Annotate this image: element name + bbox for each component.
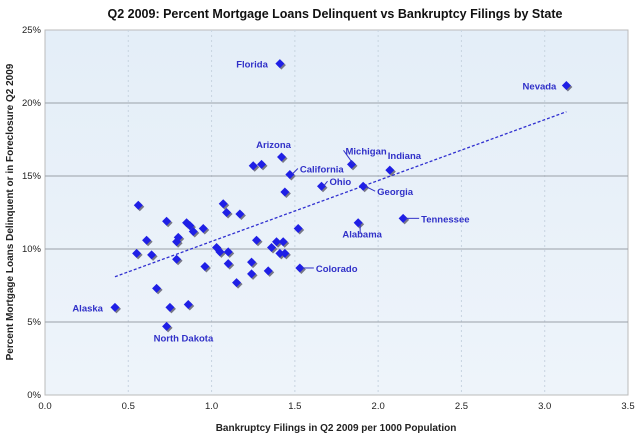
x-tick-label: 1.0 — [205, 401, 218, 412]
point-label: Alabama — [342, 230, 382, 241]
data-point — [198, 224, 208, 234]
data-point-ohio — [317, 181, 327, 191]
label-leader-line — [364, 185, 376, 192]
y-tick-label: 25% — [22, 25, 42, 36]
point-label: Tennessee — [421, 214, 469, 225]
data-point — [185, 221, 195, 231]
data-point — [232, 278, 242, 288]
data-point — [147, 250, 157, 260]
data-point-colorado — [295, 263, 305, 273]
data-point — [165, 302, 175, 312]
data-point — [183, 299, 193, 309]
label-leader-line — [291, 168, 299, 175]
point-label: Indiana — [388, 151, 422, 162]
data-point — [278, 237, 288, 247]
data-point-tennessee — [398, 213, 408, 223]
data-point — [247, 269, 257, 279]
data-point — [152, 283, 162, 293]
data-point — [172, 254, 182, 264]
data-point — [257, 159, 267, 169]
data-point — [293, 224, 303, 234]
point-label: California — [300, 165, 345, 176]
data-point-arizona — [277, 152, 287, 162]
data-point-nevada — [561, 80, 571, 90]
data-point — [252, 235, 262, 245]
data-point — [275, 248, 285, 258]
point-label: Georgia — [377, 187, 414, 198]
y-tick-label: 15% — [22, 171, 42, 182]
data-point-alaska — [110, 302, 120, 312]
y-tick-label: 20% — [22, 98, 42, 109]
data-point — [248, 161, 258, 171]
y-axis-label: Percent Mortgage Loans Delinquent or in … — [5, 63, 16, 360]
point-label: Arizona — [256, 140, 292, 151]
x-tick-label: 3.5 — [621, 401, 634, 412]
data-point — [247, 257, 257, 267]
x-tick-label: 0.5 — [122, 401, 135, 412]
data-point-north-dakota — [162, 321, 172, 331]
point-label: Alaska — [72, 303, 103, 314]
data-point — [222, 208, 232, 217]
data-point — [280, 187, 290, 197]
x-tick-label: 2.5 — [455, 401, 468, 412]
x-tick-label: 2.0 — [372, 401, 385, 412]
data-point — [263, 266, 273, 276]
data-point — [267, 243, 277, 253]
data-point — [133, 200, 143, 210]
data-point — [223, 247, 233, 257]
data-point — [272, 237, 282, 247]
point-label: North Dakota — [154, 333, 214, 344]
x-axis-label: Bankruptcy Filings in Q2 2009 per 1000 P… — [216, 423, 457, 434]
data-point — [172, 237, 182, 247]
x-tick-label: 1.5 — [288, 401, 301, 412]
point-label: Colorado — [316, 264, 358, 275]
data-point-michigan — [346, 159, 356, 169]
point-label: Michigan — [345, 146, 386, 157]
plot-area — [44, 29, 629, 396]
data-point-indiana — [385, 165, 395, 175]
data-point-florida — [275, 59, 285, 69]
label-leader-line — [343, 150, 354, 165]
y-tick-label: 5% — [27, 317, 41, 328]
data-point-georgia — [358, 181, 368, 191]
x-tick-label: 3.0 — [538, 401, 551, 412]
data-point — [223, 259, 233, 269]
data-point — [200, 262, 210, 272]
data-point — [162, 216, 172, 226]
y-tick-label: 10% — [22, 244, 42, 255]
trendline — [114, 111, 567, 278]
y-tick-label: 0% — [27, 390, 41, 401]
data-point — [235, 209, 245, 219]
label-leader-line — [323, 180, 328, 187]
x-tick-label: 0.0 — [38, 401, 51, 412]
chart-title: Q2 2009: Percent Mortgage Loans Delinque… — [108, 7, 563, 21]
data-point-california — [285, 170, 295, 180]
point-label: Florida — [236, 60, 268, 71]
data-point — [215, 247, 225, 257]
point-label: Ohio — [330, 177, 352, 188]
data-point — [188, 226, 198, 236]
data-point — [132, 248, 142, 258]
data-point — [280, 248, 290, 258]
data-point — [142, 235, 152, 245]
data-point — [218, 199, 228, 209]
point-label: Nevada — [523, 81, 558, 92]
